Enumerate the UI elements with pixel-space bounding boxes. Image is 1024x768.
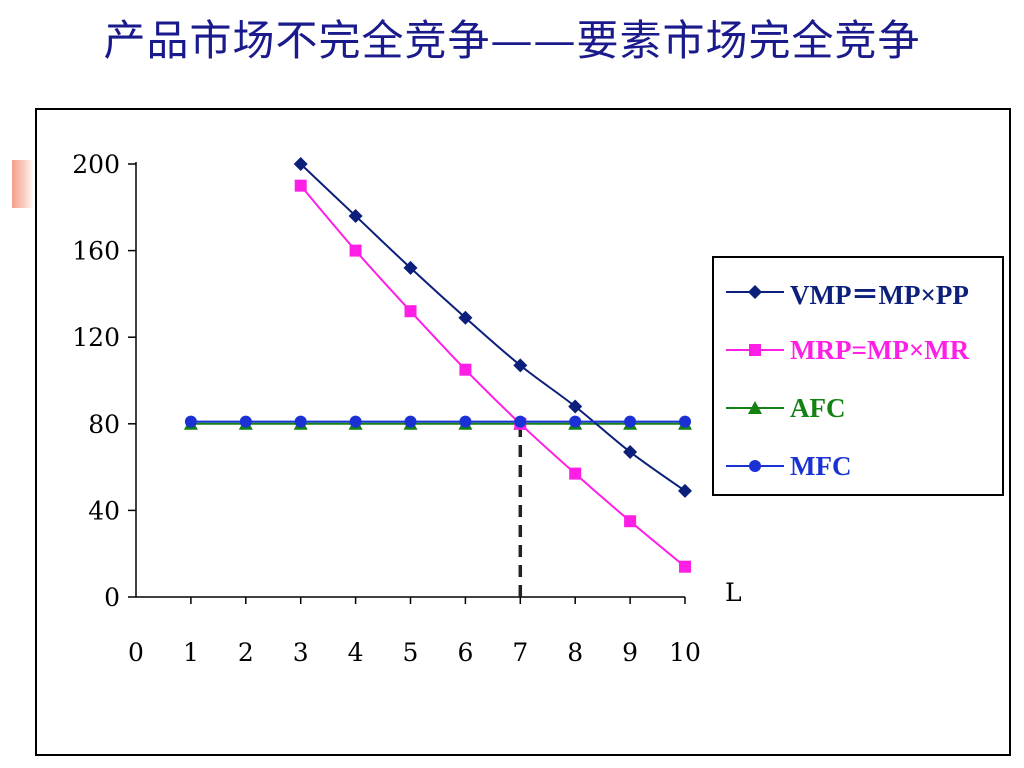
mrp-data-point xyxy=(459,363,472,376)
legend-swatch-mrp xyxy=(726,344,784,356)
mfc-data-point xyxy=(459,415,472,428)
chart-legend: VMP＝MP×PP MRP=MP×MR AFC MFC xyxy=(712,256,1004,496)
vmp-data-point xyxy=(623,444,638,459)
mfc-data-point xyxy=(514,415,527,428)
mfc-data-point xyxy=(569,415,582,428)
y-tick-label: 0 xyxy=(104,583,120,612)
legend-item-mfc: MFC xyxy=(724,446,1004,486)
mfc-data-point xyxy=(624,415,637,428)
y-tick-label: 160 xyxy=(72,237,120,266)
mrp-data-point xyxy=(404,305,417,318)
x-tick-label: 7 xyxy=(512,638,528,667)
vmp-series-line xyxy=(300,163,686,492)
x-tick-label: 8 xyxy=(567,638,583,667)
chart-plot: 0 40 80 120 160 200 0 1 2 3 4 5 6 7 8 9 10 L xyxy=(72,150,742,667)
mrp-data-point xyxy=(569,467,582,480)
vmp-data-point xyxy=(513,358,528,373)
mrp-data-point xyxy=(624,515,637,528)
x-tick-label: 6 xyxy=(457,638,473,667)
y-tick-label: 80 xyxy=(88,410,120,439)
x-tick-label: 1 xyxy=(183,638,199,667)
mfc-data-point xyxy=(404,415,417,428)
y-tick-label: 120 xyxy=(72,323,120,352)
x-tick-label: 0 xyxy=(128,638,144,667)
mrp-data-point xyxy=(349,244,362,257)
mfc-data-point xyxy=(679,415,691,428)
vmp-data-point xyxy=(678,483,692,498)
x-tick-label: 3 xyxy=(293,638,309,667)
decorative-accent-bar xyxy=(12,160,34,208)
vmp-data-point xyxy=(293,157,308,171)
mrp-data-point xyxy=(679,560,691,573)
x-tick-label: 5 xyxy=(403,638,419,667)
x-tick-label: 10 xyxy=(669,638,701,667)
vmp-data-point xyxy=(458,310,473,325)
legend-item-vmp: VMP＝MP×PP xyxy=(724,272,1004,312)
legend-label-vmp: VMP＝MP×PP xyxy=(790,279,969,310)
y-tick-label: 200 xyxy=(72,150,120,179)
vmp-data-point xyxy=(568,399,583,414)
mrp-data-point xyxy=(294,179,307,192)
x-axis-label: L xyxy=(725,578,742,607)
x-tick-label: 4 xyxy=(348,638,364,667)
vmp-data-point xyxy=(348,208,363,223)
mfc-data-point xyxy=(239,415,252,428)
legend-label-afc: AFC xyxy=(790,392,846,423)
y-tick-label: 40 xyxy=(88,496,120,525)
legend-swatch-mfc xyxy=(726,460,784,472)
legend-item-afc: AFC xyxy=(724,388,1004,428)
mfc-data-point xyxy=(294,415,307,428)
chart-frame: 0 40 80 120 160 200 0 1 2 3 4 5 6 7 8 9 10 L VMP＝MP×PP MR… xyxy=(35,108,1011,756)
mrp-series-line xyxy=(299,185,686,568)
legend-label-mrp: MRP=MP×MR xyxy=(790,334,970,365)
x-tick-label: 2 xyxy=(238,638,254,667)
legend-label-mfc: MFC xyxy=(790,450,852,481)
mfc-data-point xyxy=(349,415,362,428)
legend-swatch-vmp xyxy=(726,285,784,299)
mfc-data-point xyxy=(184,415,197,428)
vmp-data-point xyxy=(403,260,418,275)
page-title: 产品市场不完全竞争——要素市场完全竞争 xyxy=(103,16,921,65)
legend-swatch-afc xyxy=(726,401,784,414)
legend-item-mrp: MRP=MP×MR xyxy=(724,330,1004,370)
x-tick-label: 9 xyxy=(622,638,638,667)
